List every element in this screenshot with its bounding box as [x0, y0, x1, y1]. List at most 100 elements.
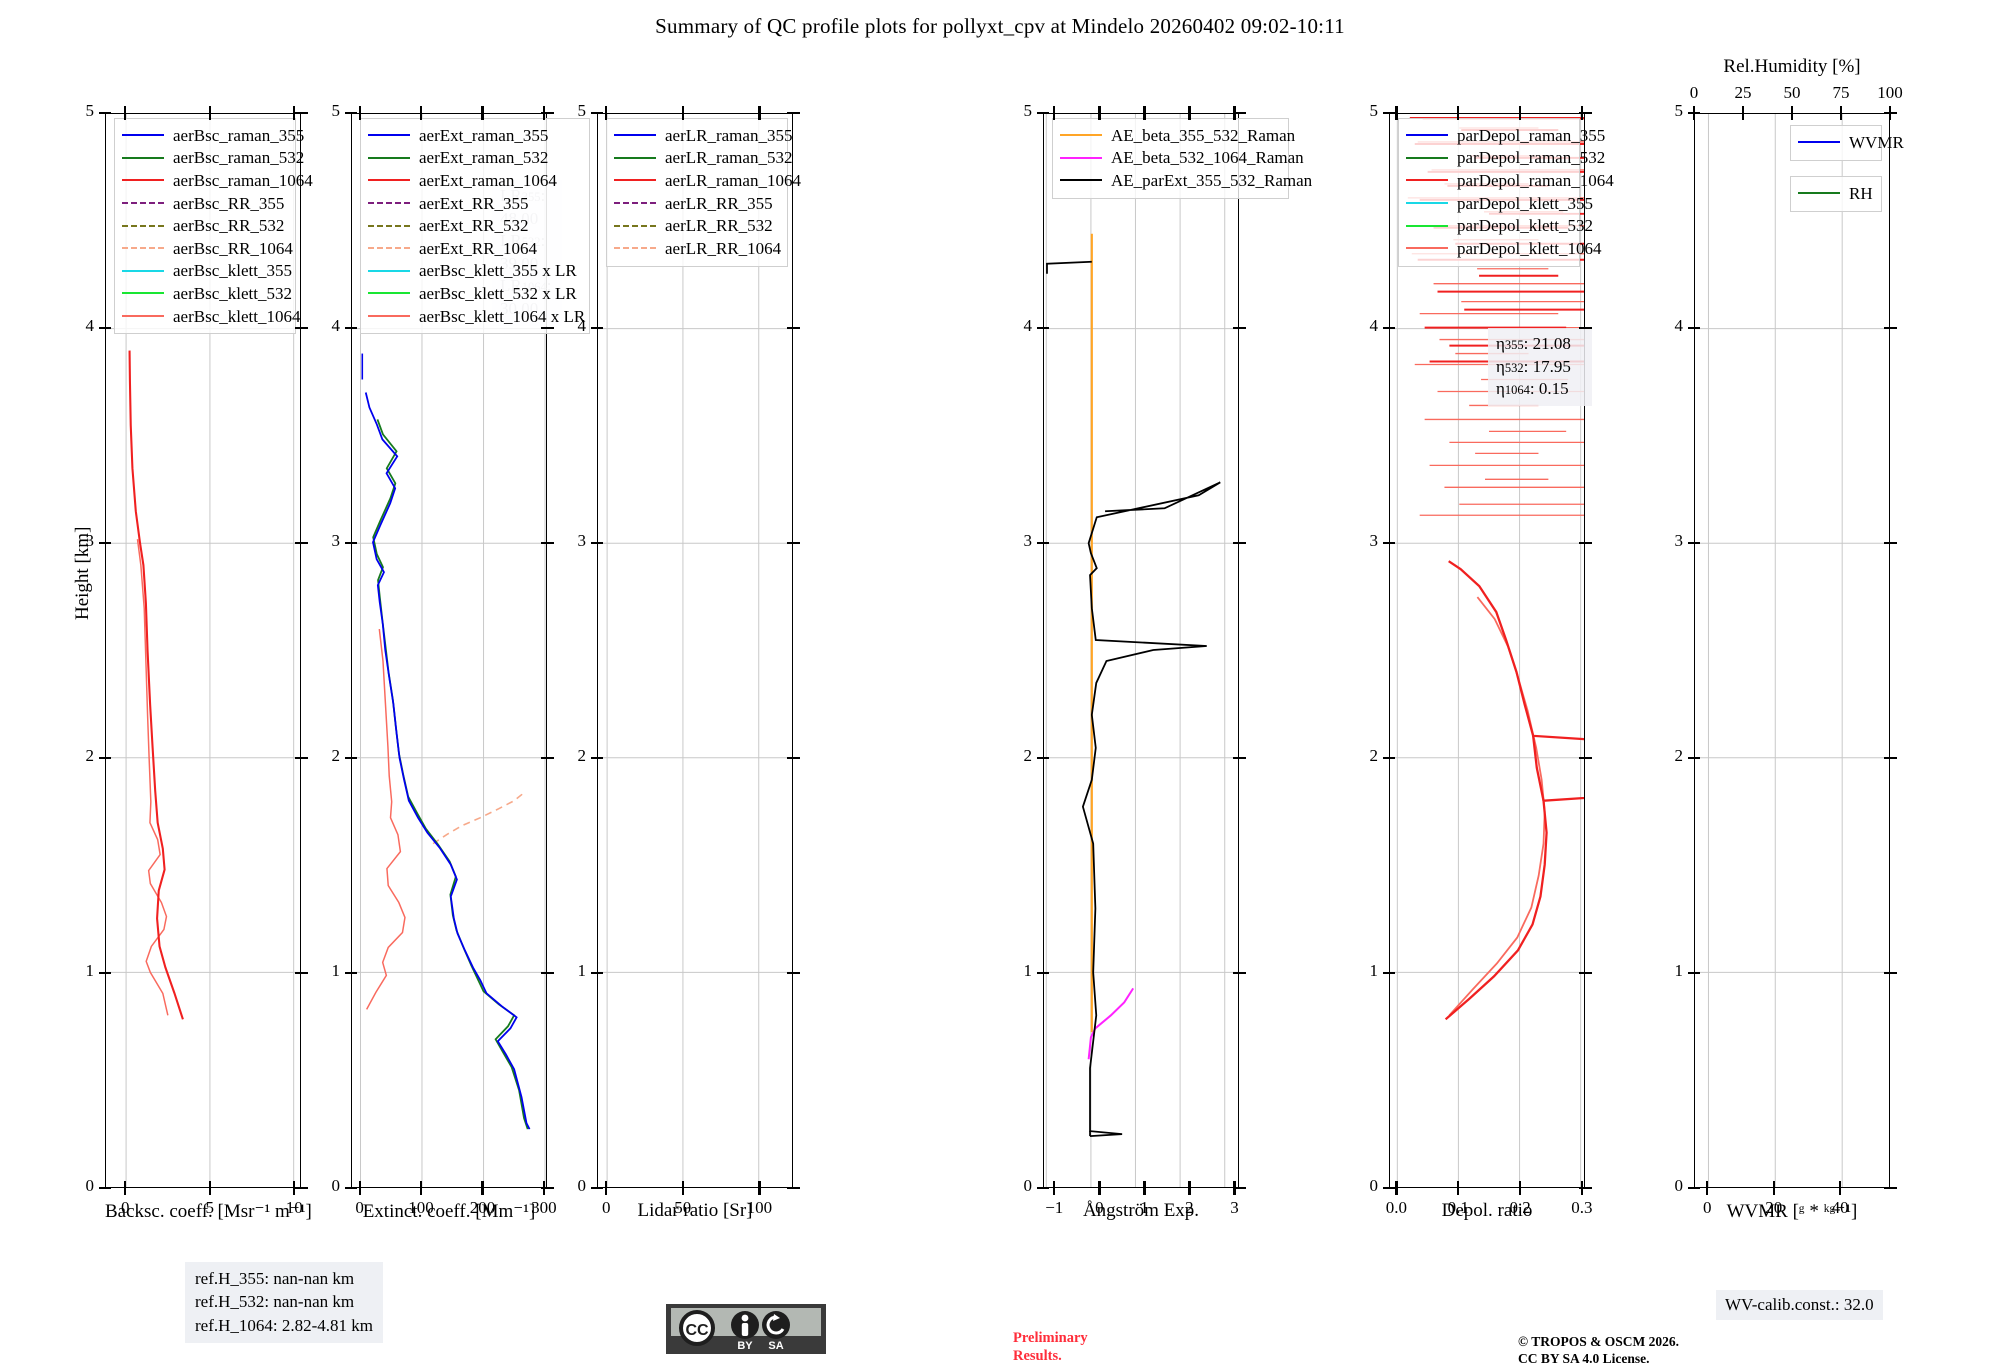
legend-wvmr[interactable]: WVMR: [1790, 125, 1904, 161]
cc-by-sa-icon: CC BY SA: [666, 1304, 826, 1354]
legend-color-swatch: [122, 179, 164, 182]
legend-item[interactable]: AE_beta_532_1064_Raman: [1060, 147, 1304, 170]
y-tick-label: 0: [85, 1176, 95, 1195]
legend-item[interactable]: aerExt_raman_1064: [368, 169, 582, 192]
eta-532-symbol: η: [1496, 356, 1505, 376]
legend-item[interactable]: aerBsc_RR_532: [122, 214, 288, 237]
x-tick-mark-outer: [1839, 1188, 1842, 1195]
legend-item[interactable]: AE_beta_355_532_Raman: [1060, 124, 1295, 147]
y-tick-mark-right-outer: [301, 1187, 308, 1190]
legend-rel-humidity[interactable]: RH: [1790, 176, 1882, 212]
y-tick-mark: [1037, 542, 1044, 545]
top-tick-mark: [1395, 113, 1398, 120]
top-x-tick-mark-inner: [1693, 113, 1696, 120]
legend-item[interactable]: aerBsc_klett_355: [122, 260, 292, 283]
legend-item[interactable]: aerLR_raman_532: [614, 147, 792, 170]
legend-item[interactable]: aerBsc_RR_355: [122, 192, 288, 215]
y-tick-mark-right-outer: [301, 112, 308, 115]
legend-item[interactable]: aerBsc_RR_1064: [122, 237, 293, 260]
legend-item[interactable]: aerBsc_raman_355: [122, 124, 304, 147]
legend-item-label: aerBsc_klett_532 x LR: [419, 283, 577, 303]
legend-item[interactable]: aerLR_RR_355: [614, 192, 780, 215]
y-tick-mark: [345, 1187, 352, 1190]
y-tick-mark: [1383, 542, 1390, 545]
legend-item[interactable]: AE_parExt_355_532_Raman: [1060, 169, 1312, 192]
legend-item[interactable]: aerExt_RR_532: [368, 214, 582, 237]
legend-lidar-ratio[interactable]: aerLR_raman_355 aerLR_raman_532 aerLR_rama…: [606, 118, 801, 267]
x-tick-label: 100: [408, 1198, 434, 1217]
x-tick-mark: [1098, 1181, 1101, 1188]
legend-item-label: aerLR_raman_532: [665, 148, 793, 168]
top-tick-mark: [293, 113, 296, 120]
y-tick-mark-right: [1233, 1187, 1239, 1190]
y-tick-mark-right-outer: [547, 972, 554, 975]
legend-item[interactable]: parDepol_raman_355: [1406, 124, 1605, 147]
y-tick-mark-right: [1579, 327, 1585, 330]
legend-item[interactable]: aerBsc_klett_1064: [122, 305, 300, 328]
top-x-tick-mark: [1693, 106, 1696, 113]
legend-depol-ratio[interactable]: parDepol_raman_355 parDepol_raman_532 parD…: [1398, 118, 1614, 267]
preliminary-line-2: Results.: [1013, 1347, 1062, 1364]
legend-item[interactable]: aerExt_RR_355: [368, 192, 582, 215]
legend-item-label: WVMR: [1849, 132, 1904, 152]
top-x-tick-mark-inner: [1791, 113, 1794, 120]
legend-color-swatch: [368, 269, 410, 272]
y-tick-mark: [345, 972, 352, 975]
legend-extinction[interactable]: aerExt_raman_355 aerExt_raman_532 aerExt_r…: [360, 118, 590, 335]
y-tick-mark-right: [295, 327, 301, 330]
eta-355-value: : 21.08: [1523, 334, 1571, 353]
legend-color-swatch: [368, 315, 410, 318]
legend-item[interactable]: aerLR_raman_355: [614, 124, 792, 147]
y-tick-mark-inner: [1389, 542, 1395, 545]
y-tick-mark-inner: [1043, 972, 1049, 975]
eta-532-subscript: 532: [1504, 360, 1524, 375]
x-tick-mark: [208, 1181, 211, 1188]
y-tick-mark-right: [541, 327, 547, 330]
legend-item[interactable]: aerExt_raman_355: [368, 124, 582, 147]
legend-item[interactable]: aerLR_RR_1064: [614, 237, 781, 260]
x-tick-mark: [358, 1181, 361, 1188]
legend-item[interactable]: parDepol_raman_1064: [1406, 169, 1614, 192]
legend-item[interactable]: RH: [1798, 182, 1874, 205]
legend-backscatter[interactable]: aerBsc_raman_355 aerBsc_raman_532 aerBsc_r…: [114, 118, 313, 335]
legend-item-label: parDepol_raman_355: [1457, 125, 1606, 145]
x-tick-label: 0.3: [1571, 1198, 1593, 1217]
y-tick-label: 5: [1023, 101, 1033, 120]
legend-item[interactable]: parDepol_klett_1064: [1406, 237, 1601, 260]
legend-item[interactable]: aerLR_raman_1064: [614, 169, 801, 192]
y-tick-mark: [1383, 112, 1390, 115]
legend-color-swatch: [122, 202, 164, 205]
legend-item[interactable]: aerExt_raman_532: [368, 147, 582, 170]
legend-item[interactable]: parDepol_klett_532: [1406, 214, 1593, 237]
y-tick-mark-inner: [597, 327, 603, 330]
legend-item[interactable]: aerBsc_klett_532 x LR: [368, 282, 582, 305]
legend-item[interactable]: parDepol_raman_532: [1406, 147, 1605, 170]
top-tick-mark: [1098, 113, 1101, 120]
legend-item[interactable]: WVMR: [1798, 131, 1904, 154]
y-tick-label: 5: [1369, 101, 1379, 120]
legend-angstrom[interactable]: AE_beta_355_532_Raman AE_beta_532_1064_Ra…: [1052, 118, 1312, 199]
legend-item[interactable]: aerBsc_klett_355 x LR: [368, 260, 582, 283]
y-tick-label: 5: [577, 101, 587, 120]
x-tick-label: 100: [746, 1198, 773, 1217]
y-tick-mark-inner: [351, 542, 357, 545]
top-tick-mark-outer: [1457, 106, 1460, 113]
legend-item[interactable]: parDepol_klett_355: [1406, 192, 1593, 215]
y-tick-mark-right: [1884, 1187, 1890, 1190]
legend-item[interactable]: aerBsc_klett_1064 x LR: [368, 305, 585, 328]
x-tick-label: 5: [205, 1198, 215, 1217]
legend-item[interactable]: aerBsc_raman_1064: [122, 169, 313, 192]
panel-wvmr-plot: [1695, 114, 1889, 1187]
legend-item[interactable]: aerBsc_klett_532: [122, 282, 292, 305]
xlabel-extinction: Extinct. coeff. [Mm⁻¹]: [362, 1201, 536, 1222]
y-tick-label: 5: [85, 101, 95, 120]
legend-item[interactable]: aerLR_RR_532: [614, 214, 780, 237]
toplabel-rel-humidity: Rel.Humidity [%]: [1723, 56, 1861, 77]
legend-color-swatch: [368, 202, 410, 205]
y-tick-mark-right: [787, 542, 793, 545]
legend-item[interactable]: aerBsc_raman_532: [122, 147, 304, 170]
y-tick-mark-inner: [351, 327, 357, 330]
legend-item[interactable]: aerExt_RR_1064: [368, 237, 582, 260]
top-tick-mark: [124, 113, 127, 120]
y-tick-mark-inner: [1694, 112, 1700, 115]
